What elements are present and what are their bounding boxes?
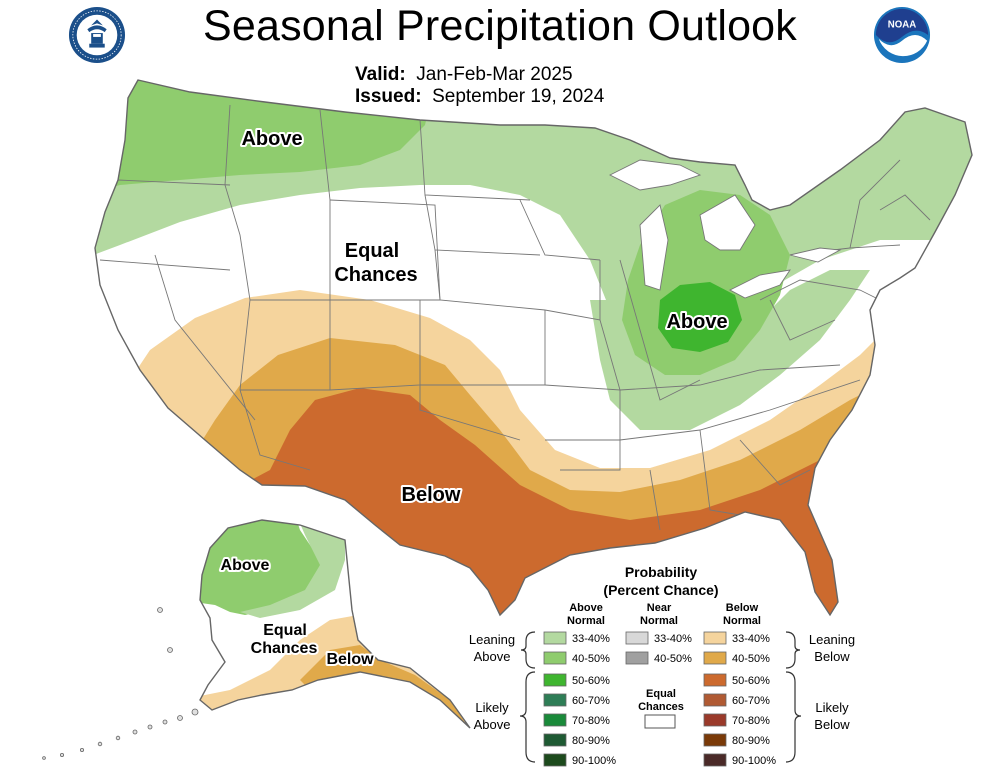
legend-label-above-5: 80-90% [572, 735, 610, 747]
legend-equal-line1: Equal [646, 688, 676, 700]
noaa-text: NOAA [888, 19, 916, 30]
valid-value: Jan-Feb-Mar 2025 [416, 64, 573, 85]
conus-outline [94, 79, 973, 617]
legend-col-below-line1: Below [726, 602, 759, 614]
legend-label-near-0: 33-40% [654, 633, 692, 645]
probability-legend: Probability (Percent Chance) Above Norma… [469, 564, 855, 767]
state-boundaries [99, 104, 931, 531]
legend-label-below-0: 33-40% [732, 633, 770, 645]
aleutian-islands [42, 607, 199, 760]
legend-swatch-below-5 [703, 733, 727, 747]
legend-equal-line2: Chances [638, 701, 684, 713]
legend-col-near-line2: Normal [640, 615, 678, 627]
legend-swatch-above-4 [543, 713, 567, 727]
label-alaska-above: Above [221, 557, 270, 574]
valid-line: Valid: Jan-Feb-Mar 2025 [355, 64, 573, 86]
legend-label-above-3: 60-70% [572, 695, 610, 707]
legend-label-below-1: 40-50% [732, 653, 770, 665]
legend-leaning-above-line1: Leaning [469, 632, 515, 647]
above-50-60-ohio [658, 282, 742, 352]
legend-leaning-below-line1: Leaning [809, 632, 855, 647]
legend-label-below-4: 70-80% [732, 715, 770, 727]
valid-label: Valid: [355, 64, 406, 85]
legend-likely-above-line1: Likely [475, 700, 509, 715]
legend-swatch-near-1 [625, 651, 649, 665]
legend-label-above-6: 90-100% [572, 755, 616, 767]
legend-swatch-above-1 [543, 651, 567, 665]
legend-label-above-2: 50-60% [572, 675, 610, 687]
label-equal-chances-line1: Equal [345, 240, 399, 262]
legend-swatch-below-6 [703, 753, 727, 767]
legend-col-above-line2: Normal [567, 615, 605, 627]
legend-braces [519, 631, 802, 763]
legend-label-below-3: 60-70% [732, 695, 770, 707]
noaa-logo-icon: NOAA [873, 6, 931, 64]
legend-swatch-above-0 [543, 631, 567, 645]
legend-likely-below-line2: Below [814, 717, 850, 732]
legend-swatch-above-6 [543, 753, 567, 767]
legend-subtitle: (Percent Chance) [603, 582, 718, 598]
label-alaska-equal-line1: Equal [263, 622, 307, 639]
page-title: Seasonal Precipitation Outlook [202, 2, 798, 50]
label-below-south: Below [402, 484, 461, 506]
label-alaska-equal-line2: Chances [251, 640, 318, 657]
issued-value: September 19, 2024 [432, 86, 605, 107]
legend-col-above-line1: Above [569, 602, 603, 614]
legend-swatch-below-2 [703, 673, 727, 687]
legend-label-above-0: 33-40% [572, 633, 610, 645]
above-33-40-ohio-valley [590, 270, 870, 430]
legend-above-column: 33-40% 40-50% 50-60% 60-70% 70-80% 80-90% 90-1… [543, 631, 616, 767]
legend-swatch-above-2 [543, 673, 567, 687]
legend-swatch-equal-chances [644, 714, 676, 729]
legend-col-below-line2: Normal [723, 615, 761, 627]
legend-label-below-6: 90-100% [732, 755, 776, 767]
legend-swatch-below-1 [703, 651, 727, 665]
legend-title: Probability [625, 564, 698, 580]
legend-label-above-4: 70-80% [572, 715, 610, 727]
legend-label-near-1: 40-50% [654, 653, 692, 665]
great-lakes [608, 159, 842, 299]
issued-label: Issued: [355, 86, 422, 107]
legend-swatch-above-5 [543, 733, 567, 747]
legend-label-above-1: 40-50% [572, 653, 610, 665]
legend-swatch-below-0 [703, 631, 727, 645]
legend-below-column: 33-40% 40-50% 50-60% 60-70% 70-80% 80-90% 90-1… [703, 631, 776, 767]
legend-near-column: 33-40% 40-50% [625, 631, 692, 665]
label-alaska-below: Below [326, 651, 374, 668]
issued-line: Issued: September 19, 2024 [355, 86, 604, 108]
legend-label-below-5: 80-90% [732, 735, 770, 747]
commerce-seal-icon [68, 6, 126, 64]
legend-col-near-line1: Near [647, 602, 672, 614]
legend-likely-above-line2: Above [474, 717, 511, 732]
label-equal-chances-line2: Chances [334, 264, 417, 286]
legend-swatch-near-0 [625, 631, 649, 645]
label-above-northwest: Above [241, 128, 302, 150]
alaska-outline [199, 519, 471, 729]
legend-leaning-above-line2: Above [474, 649, 511, 664]
legend-swatch-above-3 [543, 693, 567, 707]
legend-swatch-below-3 [703, 693, 727, 707]
legend-leaning-below-line2: Below [814, 649, 850, 664]
legend-likely-below-line1: Likely [815, 700, 849, 715]
label-above-ohio-valley: Above [666, 311, 727, 333]
legend-label-below-2: 50-60% [732, 675, 770, 687]
legend-swatch-below-4 [703, 713, 727, 727]
